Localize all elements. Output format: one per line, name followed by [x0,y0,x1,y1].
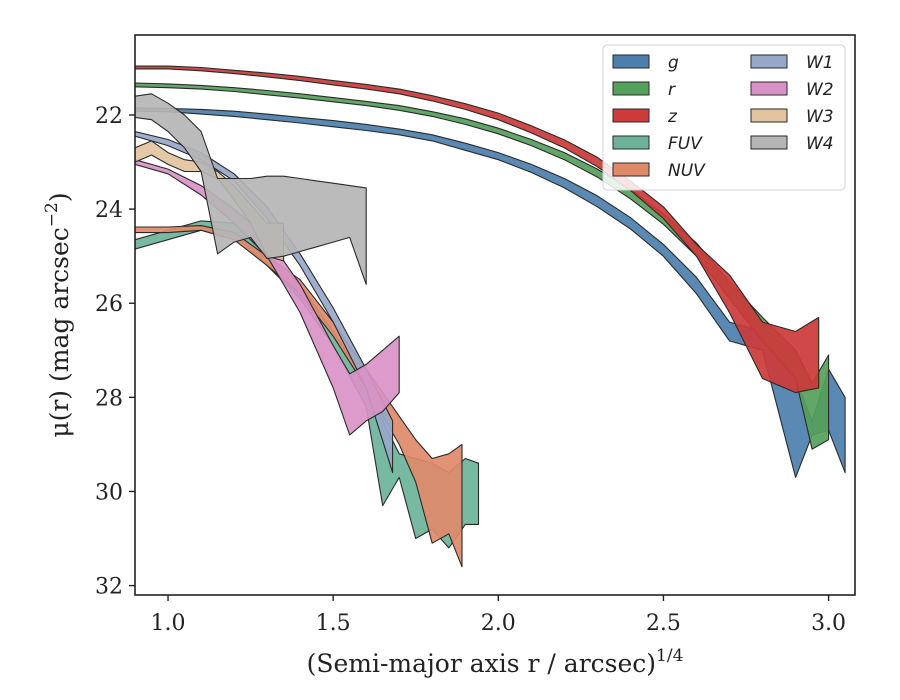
x-tick-label: 2.0 [481,611,516,636]
plot-frame [134,34,856,596]
legend-label-w2: W2 [806,80,834,100]
x-ticks: 1.0 1.5 2.0 2.5 3.0 [151,595,846,636]
legend-label-w3: W3 [806,107,834,127]
x-axis-label: (Semi-major axis r / arcsec)1/4 [307,646,684,678]
y-ticks: 22 24 26 28 30 32 [95,104,135,600]
legend-label-fuv: FUV [668,134,703,154]
legend-label-r: r [668,80,676,100]
series-band-r [135,82,830,450]
legend-swatch-nuv [612,162,650,177]
legend-label-w1: W1 [806,53,834,73]
legend-label-nuv: NUV [668,161,706,181]
y-axis-label-exp: −2 [42,202,62,227]
legend-swatch-g [612,54,650,69]
legend-box [602,44,846,191]
x-tick-label: 1.5 [316,611,351,636]
y-tick-label: 32 [95,575,123,600]
x-tick-label: 1.0 [151,611,186,636]
y-tick-label: 30 [95,480,123,505]
y-axis-label-main: μ(r) (mag arcsec [45,227,74,437]
series-band-g [135,107,846,478]
y-tick-label: 24 [95,198,123,223]
legend-swatch-w2 [750,81,788,96]
legend-label-w4: W4 [806,134,834,154]
y-tick-label: 28 [95,386,123,411]
x-tick-label: 2.5 [646,611,681,636]
legend-swatch-fuv [612,135,650,150]
legend-swatch-r [612,81,650,96]
series-layer [135,65,846,568]
y-axis-label: μ(r) (mag arcsec−2) [42,192,74,437]
series-band-z [135,65,820,394]
x-tick-label: 3.0 [811,611,846,636]
x-axis-label-exp: 1/4 [656,646,683,666]
y-axis-label-tail: ) [45,192,74,202]
legend-swatch-w4 [750,135,788,150]
legend-label-g: g [668,53,679,73]
y-tick-label: 22 [95,104,123,129]
series-band-w4 [135,93,367,285]
y-tick-label: 26 [95,292,123,317]
x-axis-label-main: (Semi-major axis r / arcsec) [307,649,656,678]
legend-swatch-z [612,108,650,123]
legend-swatch-w3 [750,108,788,123]
legend: grz FUV NUV W1 W2 W3 W4 [602,44,846,191]
legend-swatch-w1 [750,54,788,69]
legend-label-z: z [667,107,678,127]
